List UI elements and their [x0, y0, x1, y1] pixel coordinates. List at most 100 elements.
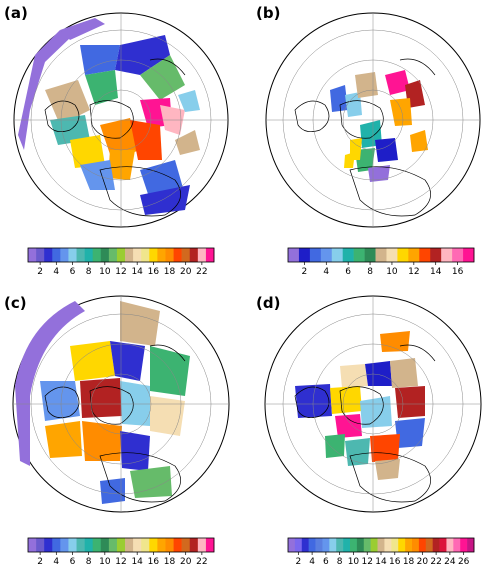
colorbar-swatch [386, 248, 398, 262]
colorbar-tick-label: 4 [309, 557, 315, 567]
colorbar-tick-label: 4 [53, 557, 59, 567]
colorbar-a: 2 4 6 8 10 12 14 16 18 20 22 [27, 247, 215, 277]
colorbar-tick-label: 8 [86, 557, 92, 567]
colorbar-tick-label: 4 [53, 267, 59, 277]
colorbar-swatch [116, 538, 126, 552]
colorbar-swatch [44, 538, 53, 552]
colorbar-tick-label: 16 [148, 267, 160, 277]
colorbar-swatch [356, 538, 365, 552]
colorbar-swatch [165, 248, 174, 262]
colorbar-tick-label: 6 [323, 557, 329, 567]
panel-b: (b) [250, 0, 500, 286]
colorbar-swatch [189, 538, 199, 552]
colorbar-d: 2 4 6 8 10 12 14 16 18 20 22 24 26 [287, 537, 475, 567]
colorbar-swatch [350, 538, 358, 552]
colorbar-swatch [353, 248, 365, 262]
colorbar-swatch [68, 538, 77, 552]
colorbar-swatch [452, 248, 464, 262]
map-b-coastlines [294, 58, 436, 217]
colorbar-swatch [52, 538, 61, 552]
colorbar-tick-label: 20 [180, 557, 192, 567]
colorbar-tick-label: 8 [367, 267, 373, 277]
colorbar-swatch [108, 538, 118, 552]
colorbar-tick-label: 12 [361, 557, 372, 567]
colorbar-swatch [463, 248, 475, 262]
colorbar-swatch [412, 538, 420, 552]
colorbar-tick-label: 12 [115, 557, 126, 567]
colorbar-swatch [165, 538, 174, 552]
colorbar-tick-label: 4 [323, 267, 329, 277]
colorbar-swatch [36, 248, 45, 262]
colorbar-swatch [298, 248, 311, 262]
colorbar-tick-label: 8 [337, 557, 343, 567]
colorbar-tick-label: 14 [131, 557, 143, 567]
colorbar-swatch [398, 538, 406, 552]
colorbar-tick-label: 2 [37, 267, 43, 277]
colorbar-tick-label: 16 [389, 557, 401, 567]
colorbar-tick-label: 12 [408, 267, 419, 277]
colorbar-swatch [205, 538, 215, 552]
map-d: 2 4 6 8 10 12 14 16 18 20 22 24 26 [264, 295, 482, 567]
colorbar-swatch [430, 248, 442, 262]
colorbar-swatch [441, 248, 453, 262]
colorbar-swatch [343, 538, 351, 552]
colorbar-tick-label: 10 [386, 267, 398, 277]
panel-label-b: (b) [256, 4, 281, 22]
colorbar-swatch [157, 248, 166, 262]
colorbar-swatch [141, 248, 150, 262]
panel-label-d: (d) [256, 294, 281, 312]
colorbar-tick-label: 6 [345, 267, 351, 277]
colorbar-tick-label: 18 [164, 557, 176, 567]
colorbar-b: 2 4 6 8 10 12 14 16 [287, 247, 475, 277]
colorbar-tick-label: 16 [452, 267, 464, 277]
colorbar-swatch [320, 248, 333, 262]
colorbar-swatch [453, 538, 461, 552]
colorbar-swatch [425, 538, 433, 552]
colorbar-swatch [446, 538, 454, 552]
colorbar-swatch [467, 538, 475, 552]
colorbar-swatch [460, 538, 468, 552]
colorbar-swatch [315, 538, 323, 552]
map-a-regions [18, 18, 200, 215]
colorbar-swatch [60, 248, 69, 262]
colorbar-swatch [419, 248, 431, 262]
map-b-regions [330, 70, 428, 182]
colorbar-swatch [116, 248, 126, 262]
map-b-graticule [266, 13, 480, 227]
colorbar-swatch [181, 538, 191, 552]
colorbar-swatch [133, 538, 142, 552]
colorbar-border [287, 247, 475, 263]
colorbar-swatch [100, 538, 110, 552]
map-c-coastlines [44, 344, 186, 503]
panel-a: (a) [0, 0, 250, 286]
colorbar-swatch [28, 248, 37, 262]
colorbar-swatch [336, 538, 344, 552]
colorbar-tick-label: 22 [430, 557, 441, 567]
colorbar-swatch [408, 248, 420, 262]
colorbar-tick-label: 6 [70, 557, 76, 567]
colorbar-tick-label: 20 [417, 557, 429, 567]
colorbar-swatch [76, 248, 85, 262]
colorbar-swatch [141, 538, 150, 552]
map-d-graticule [265, 296, 481, 512]
colorbar-swatch [370, 538, 378, 552]
colorbar-swatch [364, 248, 376, 262]
colorbar-swatch [44, 248, 53, 262]
colorbar-swatch [76, 538, 85, 552]
colorbar-swatch [432, 538, 440, 552]
colorbar-tick-label: 18 [403, 557, 415, 567]
colorbar-swatch [189, 248, 199, 262]
colorbar-swatch [100, 248, 110, 262]
panel-d: (d) [250, 286, 500, 572]
colorbar-swatch [294, 538, 303, 552]
colorbar-tick-label: 14 [131, 267, 143, 277]
panel-c: (c) [0, 286, 250, 572]
colorbar-swatch [149, 248, 158, 262]
colorbar-swatch [125, 538, 134, 552]
colorbar-swatch [329, 538, 337, 552]
colorbar-swatch [28, 538, 37, 552]
panel-label-c: (c) [4, 294, 27, 312]
colorbar-swatch [125, 248, 134, 262]
colorbar-swatch [205, 248, 215, 262]
colorbar-swatch [377, 538, 385, 552]
